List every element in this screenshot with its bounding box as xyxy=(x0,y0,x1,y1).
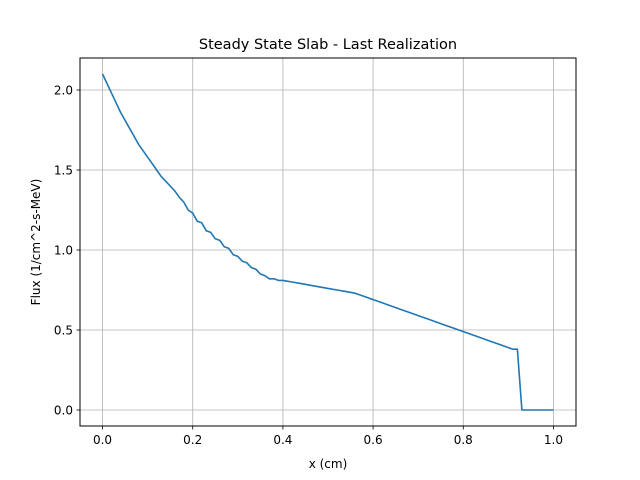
y-tick-label: 0.0 xyxy=(54,404,73,418)
x-tick-label: 0.2 xyxy=(183,433,202,447)
x-axis-label: x (cm) xyxy=(309,457,348,471)
plot-line-group xyxy=(101,73,554,411)
x-tick-label: 0.8 xyxy=(454,433,473,447)
x-tick-label: 0.0 xyxy=(93,433,112,447)
x-tick-label: 0.6 xyxy=(364,433,383,447)
y-tick-label: 2.0 xyxy=(54,84,73,98)
y-axis-ticks: 0.0 0.5 1.0 1.5 2.0 xyxy=(54,84,80,418)
series-line-0 xyxy=(101,73,554,411)
y-tick-label: 1.0 xyxy=(54,244,73,258)
x-tick-label: 1.0 xyxy=(544,433,563,447)
x-tick-label: 0.4 xyxy=(273,433,292,447)
y-axis-label: Flux (1/cm^2-s-MeV) xyxy=(29,179,43,306)
chart-title: Steady State Slab - Last Realization xyxy=(199,37,457,53)
y-tick-label: 0.5 xyxy=(54,324,73,338)
axes-frame xyxy=(79,57,577,427)
grid xyxy=(80,58,576,426)
y-tick-label: 1.5 xyxy=(54,164,73,178)
x-axis-ticks: 0.0 0.2 0.4 0.6 0.8 1.0 xyxy=(93,426,563,447)
